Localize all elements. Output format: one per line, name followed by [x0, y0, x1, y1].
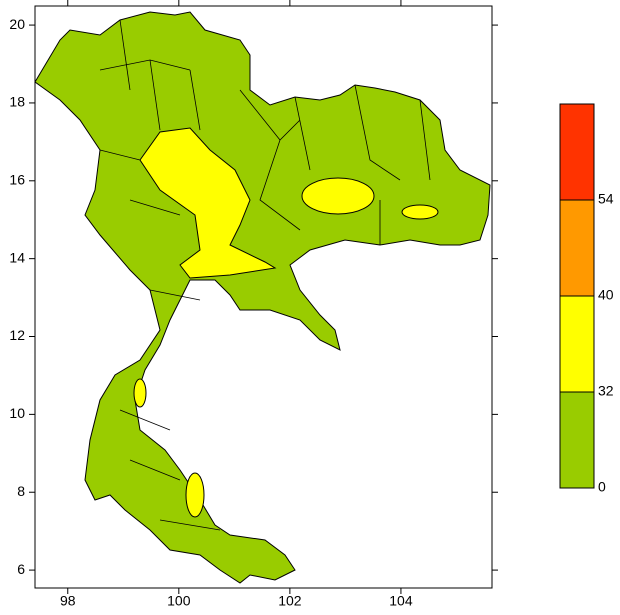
x-tick-label: 104	[389, 593, 413, 609]
yellow-zone	[401, 204, 439, 220]
x-tick-label: 100	[167, 593, 191, 609]
y-tick-label: 6	[17, 561, 25, 577]
x-tick-label: 102	[278, 593, 302, 609]
yellow-zone	[185, 472, 205, 518]
y-tick-label: 18	[9, 94, 25, 110]
y-tick-label: 20	[9, 16, 25, 32]
colorbar-label: 0	[598, 479, 606, 495]
country-shape	[34, 11, 491, 584]
colorbar-segment	[559, 103, 595, 201]
y-tick-label: 10	[9, 405, 25, 421]
yellow-zone	[139, 127, 277, 279]
colorbar-segment	[559, 391, 595, 489]
colorbar-segment	[559, 295, 595, 393]
colorbar-label: 40	[598, 287, 614, 303]
province-borders	[99, 19, 431, 531]
y-tick-label: 8	[17, 483, 25, 499]
y-tick-label: 16	[9, 171, 25, 187]
colorbar-label: 54	[598, 191, 614, 207]
y-tick-label: 12	[9, 327, 25, 343]
plot-frame	[34, 5, 493, 589]
yellow-zone	[301, 177, 375, 215]
land	[34, 11, 491, 584]
colorbar-segment	[559, 199, 595, 297]
x-tick-label: 98	[60, 593, 76, 609]
yellow-zone	[133, 378, 147, 408]
colorbar-label: 32	[598, 383, 614, 399]
y-tick-label: 14	[9, 249, 25, 265]
